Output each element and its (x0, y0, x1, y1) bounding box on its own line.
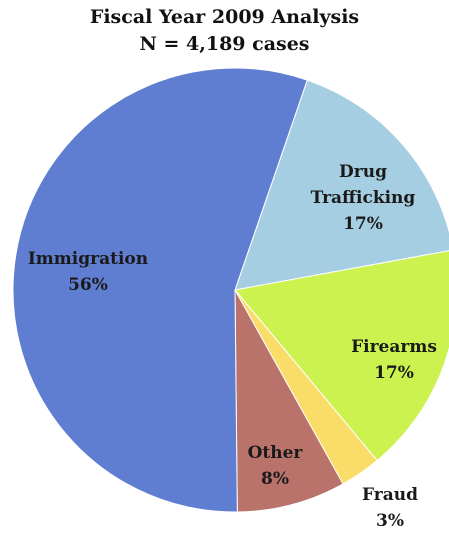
slice-value-firearms: 17% (374, 363, 414, 383)
slice-label-line: Trafficking (311, 188, 416, 208)
slice-label-drug-trafficking: Drug Trafficking 17% (311, 162, 416, 234)
slice-firearms (234, 250, 449, 462)
slice-label-immigration: Immigration 56% (28, 249, 148, 295)
slice-value-fraud: 3% (376, 511, 404, 531)
slice-label-line: Other (248, 443, 304, 463)
slice-value-other: 8% (261, 469, 289, 489)
slice-label-other: Other 8% (248, 443, 304, 489)
slice-value-immigration: 56% (68, 275, 108, 295)
slice-label-line: Immigration (28, 249, 148, 269)
slice-label-line: Drug (339, 162, 387, 182)
slice-label-fraud: Fraud 3% (362, 485, 418, 531)
slice-drug-trafficking (234, 79, 449, 291)
slice-immigration (12, 67, 308, 513)
slice-other (234, 289, 344, 513)
slice-value-drug-trafficking: 17% (343, 214, 383, 234)
slice-label-firearms: Firearms 17% (351, 337, 437, 383)
chart-title: Fiscal Year 2009 Analysis (89, 6, 360, 28)
slice-label-line: Firearms (351, 337, 437, 357)
slice-label-line: Fraud (362, 485, 418, 505)
chart-subtitle: N = 4,189 cases (139, 33, 310, 55)
